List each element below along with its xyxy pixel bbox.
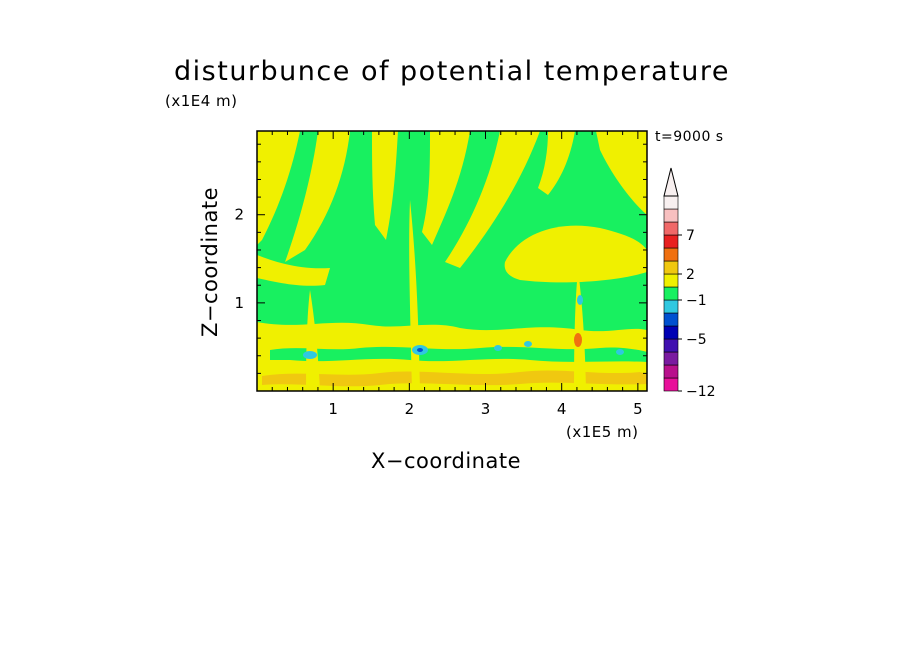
green-band xyxy=(270,346,647,362)
yellow-band xyxy=(504,225,647,283)
colorbar-swatch xyxy=(663,325,679,340)
x-axis-unit: (x1E5 m) xyxy=(566,423,639,441)
cyan-spot xyxy=(577,295,583,305)
colorbar-swatch xyxy=(663,286,679,301)
x-tick-label: 5 xyxy=(633,400,643,418)
contour-field xyxy=(257,131,647,391)
orange-spot xyxy=(574,333,582,347)
x-tick-label: 4 xyxy=(557,400,567,418)
plume xyxy=(409,200,420,391)
cyan-spot xyxy=(524,341,532,347)
blue-spot xyxy=(417,348,423,352)
yellow-band xyxy=(372,131,398,240)
colorbar-swatch xyxy=(663,260,679,275)
colorbar-label: 7 xyxy=(686,228,695,244)
cyan-spot xyxy=(616,349,624,355)
x-tick-label: 1 xyxy=(328,400,338,418)
colorbar-swatch xyxy=(663,195,679,210)
cyan-spot xyxy=(303,351,317,359)
plume xyxy=(306,290,320,391)
colorbar-swatch xyxy=(663,351,679,366)
colorbar-extend-arrow xyxy=(663,167,679,197)
yellow-band xyxy=(538,131,575,195)
colorbar-swatch xyxy=(663,208,679,223)
x-tick-label: 2 xyxy=(405,400,415,418)
colorbar-label: −12 xyxy=(686,384,716,400)
yellow-band xyxy=(285,131,350,262)
colorbar-label: 2 xyxy=(686,267,695,283)
time-label: t=9000 s xyxy=(655,129,724,145)
y-tick-label: 2 xyxy=(234,206,244,224)
colorbar-swatch xyxy=(663,234,679,249)
plume xyxy=(574,270,586,391)
plot-frame xyxy=(256,130,648,392)
x-tick-label: 3 xyxy=(481,400,491,418)
colorbar-swatch xyxy=(663,338,679,353)
cyan-spot xyxy=(494,345,502,351)
colorbar-label: −5 xyxy=(686,332,707,348)
yellow-band xyxy=(257,255,330,286)
colorbar-swatch xyxy=(663,312,679,327)
colorbar-swatch xyxy=(663,299,679,314)
y-axis: 12 xyxy=(234,143,647,374)
x-axis-label: X−coordinate xyxy=(371,449,521,473)
colorbar-swatch xyxy=(663,273,679,288)
yellow-band xyxy=(422,131,470,245)
colorbar-swatch xyxy=(663,377,679,392)
colorbar-swatch xyxy=(663,364,679,379)
orange-band xyxy=(262,370,647,387)
yellow-band xyxy=(258,150,282,192)
x-axis: 1 2 3 4 5 xyxy=(271,131,643,418)
yellow-band xyxy=(596,131,647,215)
colorbar-swatch xyxy=(663,247,679,262)
colorbar-label: −1 xyxy=(686,293,707,309)
colorbar-swatch xyxy=(663,221,679,236)
yellow-band xyxy=(445,131,540,268)
colorbar: 7 2 −1 −5 −12 xyxy=(663,167,716,400)
chart-title: disturbunce of potential temperature xyxy=(174,56,730,87)
y-tick-label: 1 xyxy=(234,294,244,312)
z-axis-unit: (x1E4 m) xyxy=(165,92,238,110)
